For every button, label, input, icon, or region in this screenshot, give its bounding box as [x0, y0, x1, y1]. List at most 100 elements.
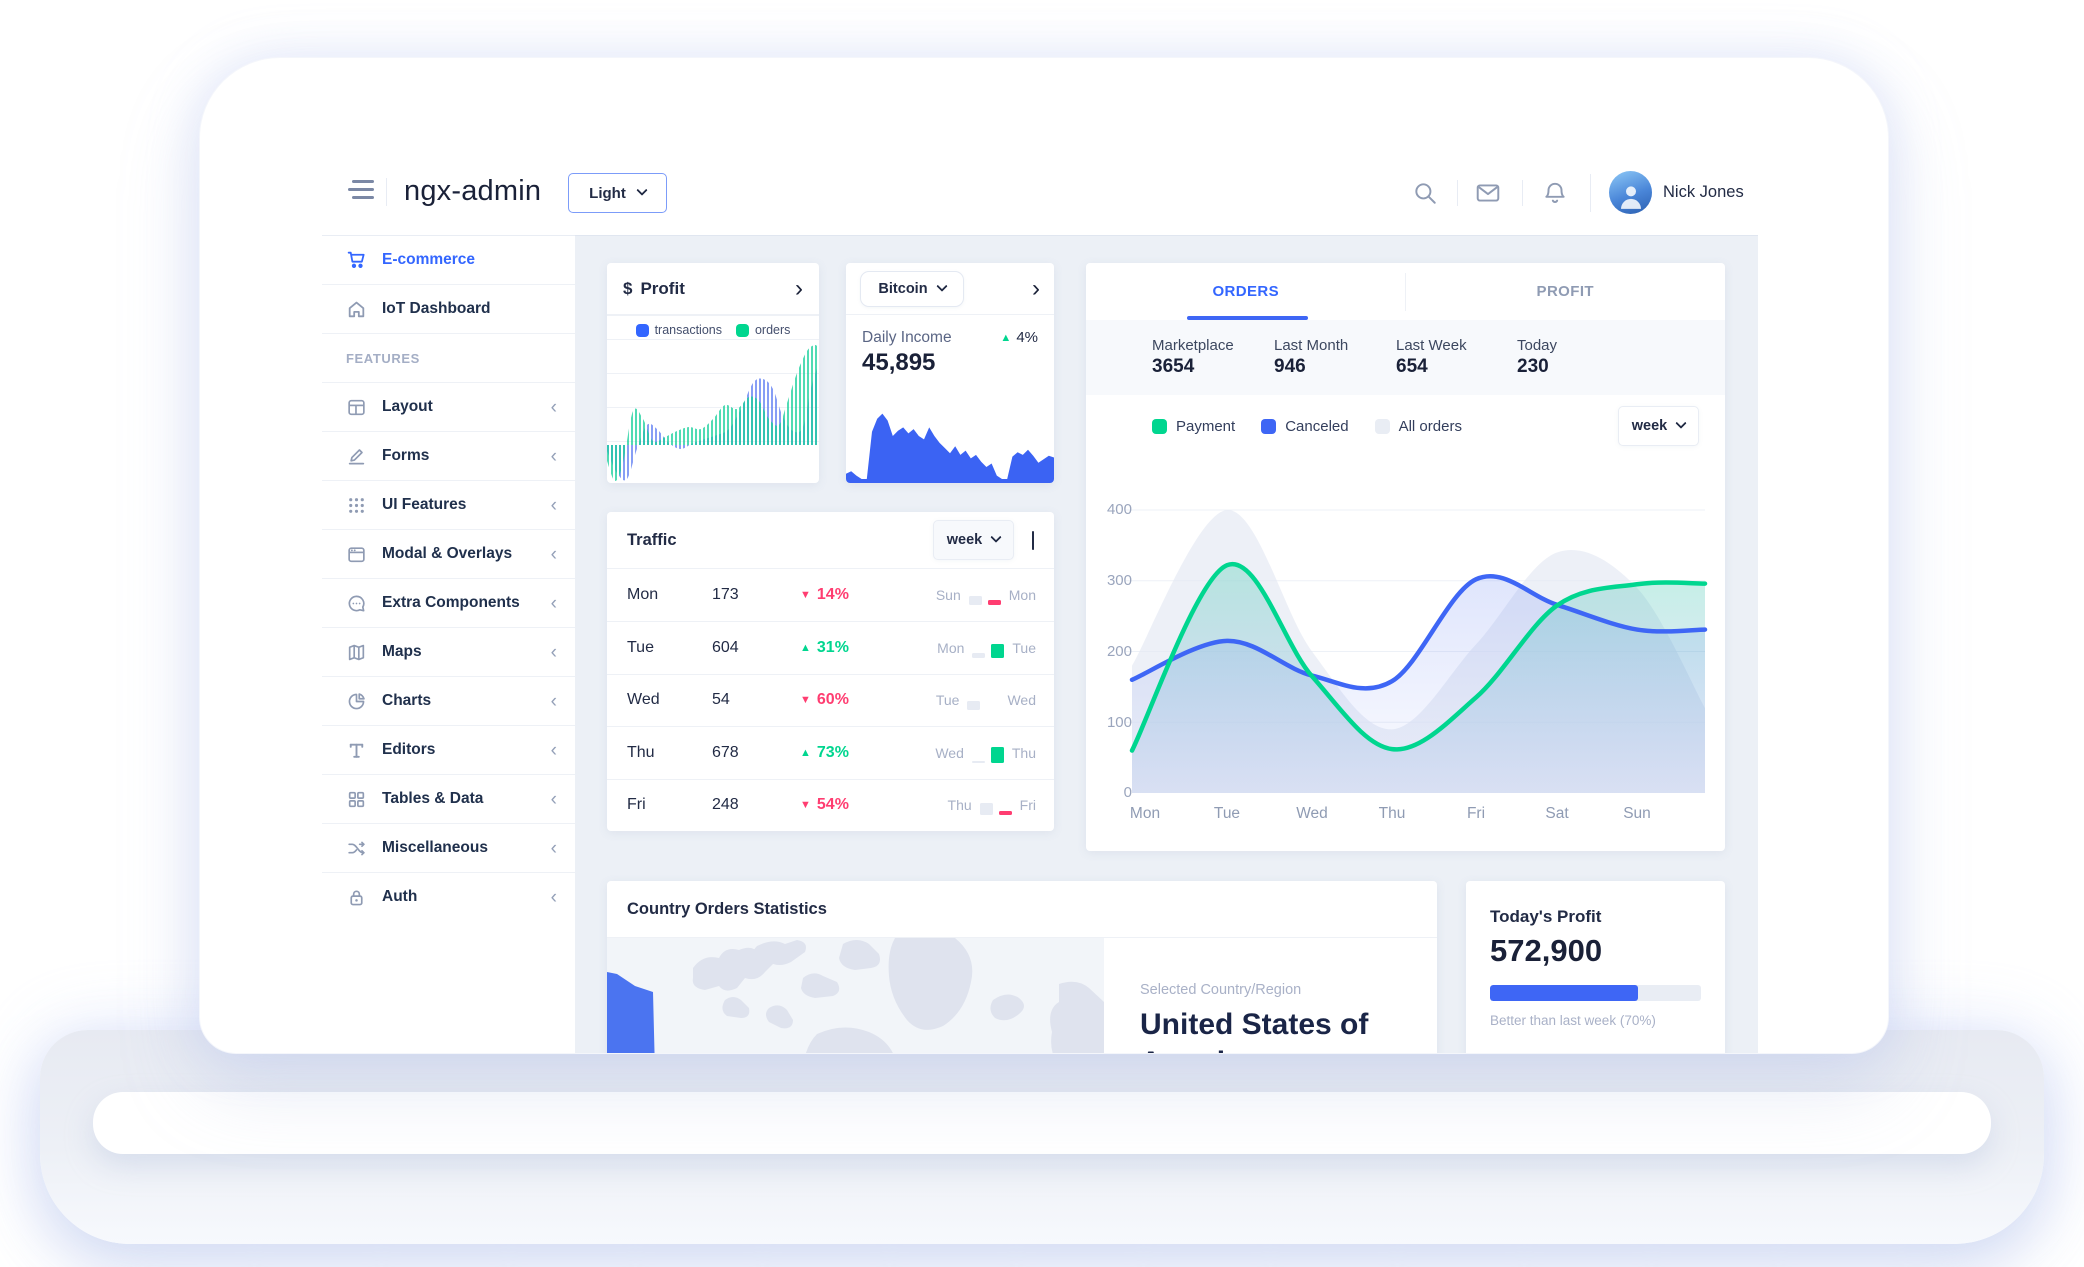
message-circle-icon — [346, 593, 367, 614]
prev-day-bar — [967, 701, 981, 711]
sidebar-item-label: Maps — [382, 643, 422, 660]
chevron-right-icon[interactable]: › — [795, 274, 803, 302]
chart-legend: Payment Canceled All orders week — [1086, 395, 1725, 457]
traffic-row[interactable]: Mon 173 ▼ 14% Sun Mon — [607, 569, 1054, 621]
sidebar-item-ecommerce[interactable]: E-commerce — [322, 235, 575, 284]
menu-toggle-icon[interactable] — [348, 180, 378, 204]
orders-stats-band: Marketplace 3654 Last Month 946 Last Wee… — [1086, 320, 1725, 395]
traffic-row[interactable]: Wed 54 ▼ 60% Tue Wed — [607, 673, 1054, 726]
traffic-rows: Mon 173 ▼ 14% Sun Mon Tue 604 ▲ 31% M — [607, 569, 1054, 831]
traffic-comparison: Sun Mon — [935, 585, 1036, 606]
world-map[interactable] — [607, 938, 1104, 1053]
comparison-bars — [968, 585, 1001, 606]
search-icon[interactable] — [1412, 180, 1438, 206]
traffic-row[interactable]: Thu 678 ▲ 73% Wed Thu — [607, 726, 1054, 778]
country-selection-panel: Selected Country/Region United States of… — [1104, 938, 1437, 1053]
traffic-row[interactable]: Fri 248 ▼ 54% Thu Fri — [607, 778, 1054, 831]
sidebar-item-iot-dashboard[interactable]: IoT Dashboard — [322, 284, 575, 333]
world-map-svg — [607, 938, 1104, 1053]
main-content: $ Profit › transactions — [575, 235, 1758, 1053]
top-header: ngx-admin Light — [322, 150, 1758, 235]
triangle-up-icon: ▲ — [1000, 331, 1012, 344]
laptop-screen: ngx-admin Light — [200, 58, 1888, 1053]
legend-canceled[interactable]: Canceled — [1261, 418, 1349, 435]
legend-label: transactions — [654, 323, 722, 337]
stat-value: 230 — [1517, 356, 1549, 377]
map-highlight-usa[interactable] — [607, 972, 671, 1053]
country-orders-card: Country Orders Statistics — [607, 881, 1437, 1053]
legend-swatch — [1374, 418, 1390, 434]
user-name[interactable]: Nick Jones — [1663, 183, 1744, 201]
comparison-bars — [967, 690, 999, 711]
x-axis-tick: Wed — [1296, 805, 1328, 822]
x-axis-tick: Mon — [1129, 805, 1161, 822]
legend-swatch — [735, 323, 749, 337]
chevron-left-icon: ‹ — [550, 837, 557, 859]
tab-orders[interactable]: ORDERS — [1212, 283, 1280, 300]
header-divider — [1457, 180, 1458, 206]
todays-profit-value: 572,900 — [1490, 933, 1603, 968]
chevron-left-icon: ‹ — [550, 641, 557, 663]
sidebar-item-extra-components[interactable]: Extra Components ‹ — [322, 578, 575, 627]
traffic-delta: ▼ 60% — [800, 691, 892, 709]
sidebar-item-charts[interactable]: Charts ‹ — [322, 676, 575, 725]
x-axis-tick: Sun — [1623, 805, 1651, 822]
y-axis-tick: 100 — [1106, 714, 1132, 731]
legend-transactions[interactable]: transactions — [635, 323, 722, 337]
sidebar-item-miscellaneous[interactable]: Miscellaneous ‹ — [322, 823, 575, 872]
lock-icon — [346, 887, 367, 908]
sidebar-item-forms[interactable]: Forms ‹ — [322, 431, 575, 480]
currency-select-value: Bitcoin — [878, 280, 928, 297]
traffic-row[interactable]: Tue 604 ▲ 31% Mon Tue — [607, 621, 1054, 673]
chevron-down-icon — [990, 531, 1002, 543]
sidebar-item-layout[interactable]: Layout ‹ — [322, 382, 575, 431]
sidebar-item-auth[interactable]: Auth ‹ — [322, 872, 575, 921]
currency-select[interactable]: Bitcoin — [860, 270, 964, 307]
prev-day-bar — [979, 803, 993, 816]
y-axis-tick: 200 — [1106, 643, 1132, 660]
layout-icon — [346, 397, 367, 418]
selected-country-name: United States of America — [1140, 1008, 1369, 1053]
chevron-down-icon — [935, 280, 948, 292]
traffic-delta-value: 73% — [816, 743, 849, 761]
mail-icon[interactable] — [1475, 180, 1501, 206]
todays-profit-title: Today's Profit — [1490, 907, 1602, 926]
sidebar-item-modal-overlays[interactable]: Modal & Overlays ‹ — [322, 529, 575, 578]
bitcoin-mini-chart — [846, 413, 1054, 483]
sidebar-item-label: Miscellaneous — [382, 839, 488, 856]
notifications-bell-icon[interactable] — [1542, 180, 1568, 206]
traffic-value: 248 — [712, 796, 739, 814]
period-select-value: week — [946, 532, 983, 548]
theme-select[interactable]: Light — [568, 173, 667, 213]
prev-day-bar — [968, 596, 982, 606]
sidebar-item-label: Auth — [382, 888, 418, 905]
legend-all-orders[interactable]: All orders — [1374, 418, 1462, 435]
prev-day-label: Sun — [935, 587, 961, 604]
sidebar-item-ui-features[interactable]: UI Features ‹ — [322, 480, 575, 529]
chevron-left-icon: ‹ — [550, 592, 557, 614]
comparison-bars — [972, 638, 1005, 659]
theme-select-value: Light — [589, 184, 626, 202]
sidebar-item-editors[interactable]: Editors ‹ — [322, 725, 575, 774]
chevron-right-icon[interactable]: › — [1032, 274, 1040, 302]
legend-orders[interactable]: orders — [735, 323, 790, 337]
traffic-comparison: Tue Wed — [936, 690, 1036, 711]
collapse-chevron-up-icon[interactable] — [1032, 531, 1034, 550]
traffic-value: 173 — [712, 586, 739, 604]
sidebar-item-label: Forms — [382, 447, 430, 464]
chevron-left-icon: ‹ — [550, 494, 557, 516]
legend-payment[interactable]: Payment — [1152, 418, 1235, 435]
traffic-value: 604 — [712, 639, 739, 657]
traffic-period-select[interactable]: week — [933, 520, 1014, 560]
stat-label: Today — [1517, 337, 1558, 354]
daily-income-value: 45,895 — [862, 349, 936, 376]
sidebar-item-maps[interactable]: Maps ‹ — [322, 627, 575, 676]
user-avatar[interactable] — [1609, 171, 1652, 214]
profit-mini-chart — [607, 344, 819, 482]
sidebar-item-tables-data[interactable]: Tables & Data ‹ — [322, 774, 575, 823]
legend-swatch — [1152, 418, 1167, 434]
sidebar-item-label: UI Features — [382, 496, 467, 513]
chevron-down-icon — [1675, 417, 1687, 429]
tab-profit[interactable]: PROFIT — [1536, 283, 1594, 300]
period-select[interactable]: week — [1618, 406, 1699, 446]
